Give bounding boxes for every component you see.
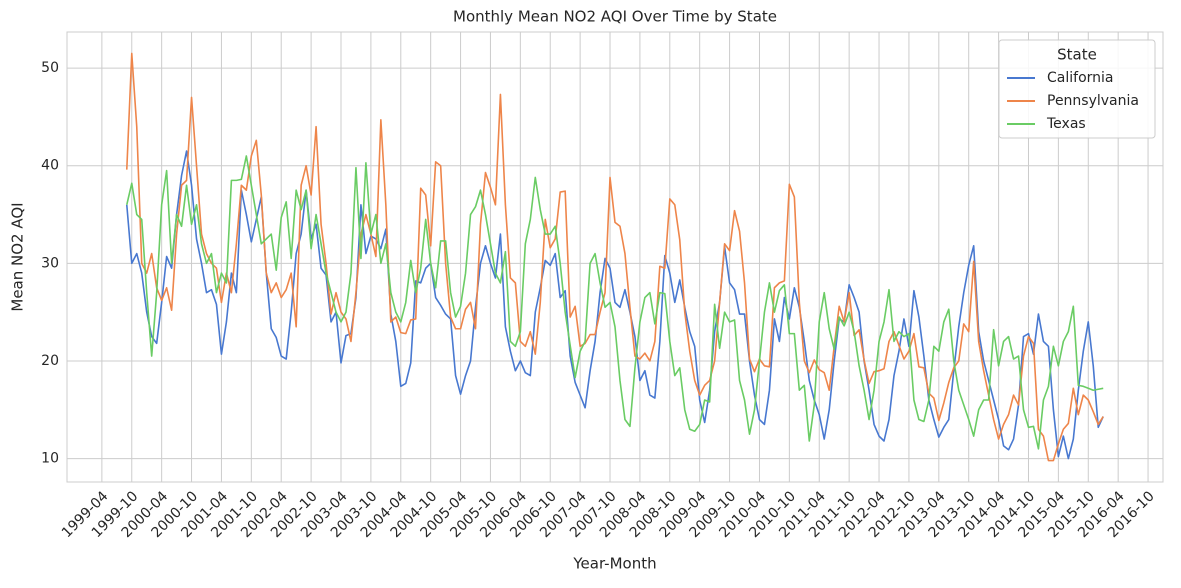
y-tick-label: 20 <box>41 353 59 369</box>
legend-label: Texas <box>1046 116 1086 132</box>
series-line <box>126 155 1104 450</box>
legend: State California Pennsylvania Texas <box>998 39 1156 139</box>
y-tick-label: 50 <box>41 60 59 76</box>
chart-title: Monthly Mean NO2 AQI Over Time by State <box>453 8 777 26</box>
legend-title: State <box>1057 46 1097 64</box>
series-line <box>125 52 1104 462</box>
legend-label: Pennsylvania <box>1047 93 1139 109</box>
x-axis-label: Year-Month <box>572 555 656 573</box>
plot-frame <box>66 31 1164 483</box>
series-line <box>125 150 1104 460</box>
y-tick-label: 30 <box>41 255 59 271</box>
y-axis-label: Mean NO2 AQI <box>9 202 27 311</box>
legend-label: California <box>1047 70 1113 86</box>
y-tick-label: 10 <box>41 451 59 467</box>
y-tick-label: 40 <box>41 158 59 174</box>
legend-box <box>998 39 1156 139</box>
